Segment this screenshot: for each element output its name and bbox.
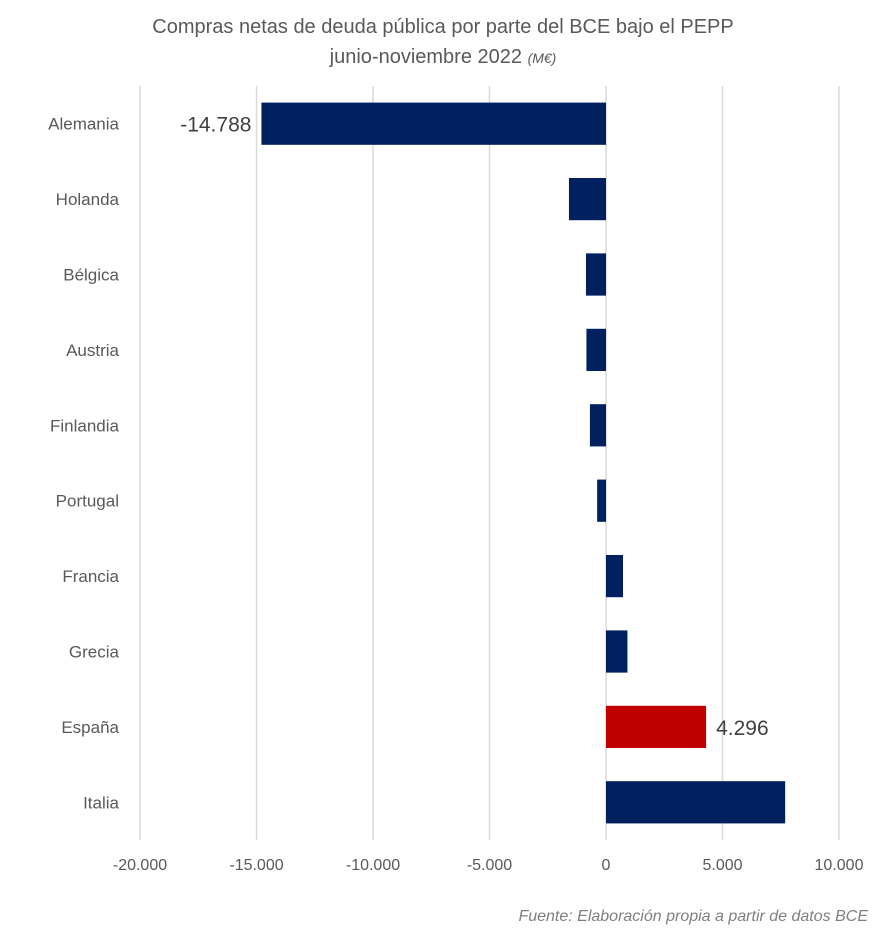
x-tick-labels: -20.000 -15.000 -10.000 -5.000 0 5.000 10.000 [113,857,864,874]
data-label-espana: 4.296 [716,717,769,740]
category-label-austria: Austria [66,341,119,360]
chart-title: Compras netas de deuda pública por parte… [152,16,734,38]
category-label-belgica: Bélgica [63,266,119,285]
source-note: Fuente: Elaboración propia a partir de d… [518,908,868,925]
category-label-portugal: Portugal [56,492,119,511]
category-label-grecia: Grecia [69,643,120,662]
x-tick-label: -5.000 [467,857,512,874]
x-tick-label: 0 [602,857,611,874]
x-tick-label: -15.000 [229,857,283,874]
bar-grecia [606,630,628,673]
unit-label: (M€) [527,50,557,66]
bar-italia [606,781,786,824]
bar-belgica [585,253,606,296]
category-label-finlandia: Finlandia [50,416,120,435]
category-labels: Alemania Holanda Bélgica Austria Finlandia Po… [48,115,119,813]
x-tick-label: 10.000 [815,857,864,874]
bar-holanda [568,177,606,221]
data-labels: -14.788 4.296 [180,114,768,740]
category-label-francia: Francia [62,567,119,586]
bar-francia [606,554,624,598]
bars [261,102,786,824]
chart-subtitle: junio-noviembre 2022 (M€) [0,46,886,69]
category-label-italia: Italia [83,793,119,812]
bar-alemania [261,102,606,145]
category-label-espana: España [61,718,119,737]
bar-austria [586,328,606,372]
data-label-alemania: -14.788 [180,114,251,137]
bar-portugal [597,479,606,522]
x-tick-label: -20.000 [113,857,167,874]
category-label-alemania: Alemania [48,115,119,134]
x-tick-label: -10.000 [346,857,400,874]
category-label-holanda: Holanda [56,190,120,209]
bar-finlandia [589,404,606,447]
bar-espana [606,705,707,749]
x-tick-label: 5.000 [702,857,742,874]
subtitle-text: junio-noviembre 2022 [329,46,522,68]
